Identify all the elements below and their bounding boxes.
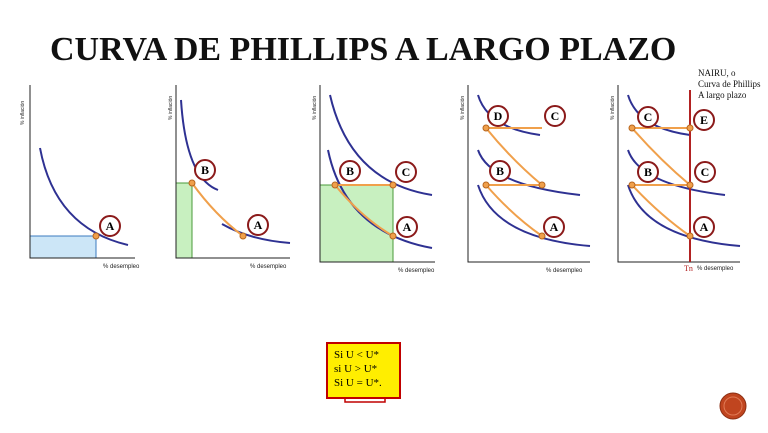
point-badge: [247, 214, 269, 236]
area: [319, 184, 394, 263]
nairu-label: Curva de Phillips: [698, 79, 761, 89]
point-badge: [693, 109, 715, 131]
note-line: Si U = U*.: [334, 377, 382, 389]
tn-label: Tn: [684, 264, 693, 273]
point-badge: [487, 105, 509, 127]
point: [482, 181, 490, 189]
point-label: C: [644, 110, 653, 124]
curve: [627, 149, 726, 196]
slide-title: CURVA DE PHILLIPS A LARGO PLAZO: [50, 31, 676, 68]
point-label: B: [346, 164, 354, 178]
note-tab: [344, 398, 386, 403]
curve: [221, 223, 291, 244]
point-badge: [694, 161, 716, 183]
axes: [29, 85, 135, 259]
area: [29, 235, 97, 259]
x-label: % desempleo: [398, 268, 435, 274]
point-badge: [99, 215, 121, 237]
point: [686, 232, 694, 240]
axes: [319, 85, 435, 263]
point: [389, 181, 397, 189]
y-label: % inflación: [610, 96, 616, 120]
point: [188, 179, 196, 187]
point-label: C: [551, 109, 560, 123]
point-label: E: [700, 113, 708, 127]
curve: [627, 184, 741, 247]
point: [628, 181, 636, 189]
point-badge: [637, 106, 659, 128]
point: [331, 181, 339, 189]
nav-button-ring: [723, 396, 743, 416]
path: [485, 127, 543, 237]
point-label: B: [496, 164, 504, 178]
point: [92, 232, 100, 240]
point: [538, 181, 546, 189]
panel: D C B A % inflación % desempleo: [460, 85, 591, 274]
curve: [180, 99, 219, 191]
x-label: % desempleo: [250, 264, 287, 270]
point-badge: [543, 216, 565, 238]
axes: [175, 85, 290, 259]
point-label: A: [700, 220, 709, 234]
point-badge: [396, 216, 418, 238]
axes: [617, 85, 740, 263]
panel: B C A % inflación % desempleo: [312, 85, 435, 274]
curve: [477, 149, 581, 196]
point-label: A: [403, 220, 412, 234]
path: [191, 182, 244, 237]
point-badge: [489, 160, 511, 182]
note-box: Si U < U* si U > U* Si U = U*.: [326, 342, 401, 403]
point-label: C: [402, 165, 411, 179]
point-badge: [339, 160, 361, 182]
y-label: % inflación: [168, 96, 174, 120]
point-badge: [544, 105, 566, 127]
path: [334, 184, 394, 237]
point-label: C: [701, 165, 710, 179]
axes: [467, 85, 590, 263]
curve: [329, 94, 433, 196]
point: [628, 124, 636, 132]
point: [482, 124, 490, 132]
point: [538, 232, 546, 240]
point: [686, 124, 694, 132]
y-label: % inflación: [312, 96, 318, 120]
x-label: % desempleo: [697, 266, 734, 272]
point-badge: [395, 161, 417, 183]
x-label: % desempleo: [103, 264, 140, 270]
panel: B A % inflación % desempleo: [168, 85, 291, 270]
point-badge: [194, 159, 216, 181]
x-label: % desempleo: [546, 268, 583, 274]
point-label: B: [201, 163, 209, 177]
panel: C E B C A % inflación % desempleo Tn NAI…: [610, 68, 761, 273]
nairu-label: A largo plazo: [698, 90, 747, 100]
curve: [477, 184, 591, 247]
point-label: A: [106, 219, 115, 233]
path: [631, 127, 691, 237]
point-badge: [637, 161, 659, 183]
point-badge: [693, 216, 715, 238]
panel: A % inflación % desempleo: [20, 85, 140, 270]
point-label: D: [494, 109, 503, 123]
note-line: si U > U*: [334, 363, 377, 375]
note-background: [326, 342, 401, 399]
point: [389, 232, 397, 240]
y-label: % inflación: [460, 96, 466, 120]
point-label: A: [254, 218, 263, 232]
curve: [39, 147, 129, 246]
point: [239, 232, 247, 240]
curve: [327, 149, 433, 249]
note-line: Si U < U*: [334, 349, 379, 361]
nairu-label: NAIRU, o: [698, 68, 736, 78]
y-label: % inflación: [20, 101, 26, 125]
point-label: B: [644, 165, 652, 179]
point: [686, 181, 694, 189]
area: [175, 182, 193, 259]
point-label: A: [550, 220, 559, 234]
